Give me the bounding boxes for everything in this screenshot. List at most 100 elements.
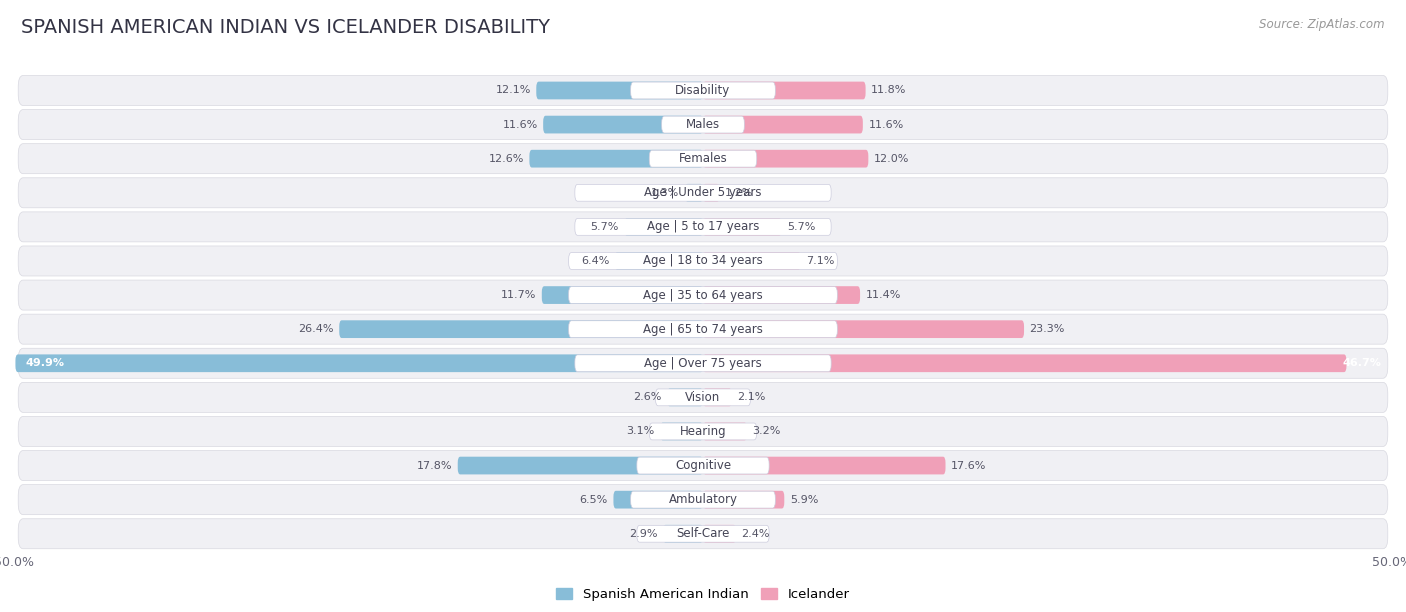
Text: 11.8%: 11.8% [872, 86, 907, 95]
Text: 5.9%: 5.9% [790, 494, 818, 505]
Text: Vision: Vision [685, 391, 721, 404]
FancyBboxPatch shape [575, 184, 831, 201]
FancyBboxPatch shape [530, 150, 703, 168]
FancyBboxPatch shape [536, 81, 703, 99]
Text: 11.6%: 11.6% [502, 119, 537, 130]
FancyBboxPatch shape [568, 286, 838, 304]
FancyBboxPatch shape [18, 144, 1388, 174]
FancyBboxPatch shape [703, 252, 801, 270]
Text: Males: Males [686, 118, 720, 131]
FancyBboxPatch shape [664, 525, 703, 543]
FancyBboxPatch shape [568, 253, 838, 269]
FancyBboxPatch shape [18, 314, 1388, 344]
Text: 2.9%: 2.9% [628, 529, 658, 539]
Text: 7.1%: 7.1% [807, 256, 835, 266]
FancyBboxPatch shape [18, 75, 1388, 105]
FancyBboxPatch shape [703, 491, 785, 509]
FancyBboxPatch shape [668, 389, 703, 406]
FancyBboxPatch shape [703, 423, 747, 440]
Text: Disability: Disability [675, 84, 731, 97]
FancyBboxPatch shape [458, 457, 703, 474]
FancyBboxPatch shape [18, 246, 1388, 276]
Text: 2.1%: 2.1% [738, 392, 766, 402]
Text: Cognitive: Cognitive [675, 459, 731, 472]
Text: 17.8%: 17.8% [416, 461, 453, 471]
FancyBboxPatch shape [18, 450, 1388, 480]
Text: Age | 18 to 34 years: Age | 18 to 34 years [643, 255, 763, 267]
FancyBboxPatch shape [631, 82, 775, 99]
Text: Females: Females [679, 152, 727, 165]
FancyBboxPatch shape [703, 150, 869, 168]
FancyBboxPatch shape [339, 320, 703, 338]
FancyBboxPatch shape [613, 491, 703, 509]
FancyBboxPatch shape [18, 485, 1388, 515]
FancyBboxPatch shape [655, 389, 751, 406]
FancyBboxPatch shape [703, 286, 860, 304]
Text: Source: ZipAtlas.com: Source: ZipAtlas.com [1260, 18, 1385, 31]
FancyBboxPatch shape [703, 218, 782, 236]
FancyBboxPatch shape [662, 116, 744, 133]
FancyBboxPatch shape [541, 286, 703, 304]
FancyBboxPatch shape [18, 416, 1388, 447]
Text: 1.2%: 1.2% [725, 188, 754, 198]
FancyBboxPatch shape [703, 184, 720, 201]
Text: 49.9%: 49.9% [25, 358, 65, 368]
Text: Age | Over 75 years: Age | Over 75 years [644, 357, 762, 370]
FancyBboxPatch shape [18, 212, 1388, 242]
FancyBboxPatch shape [18, 382, 1388, 412]
Text: 5.7%: 5.7% [787, 222, 815, 232]
Text: Self-Care: Self-Care [676, 528, 730, 540]
Text: Age | 65 to 74 years: Age | 65 to 74 years [643, 323, 763, 335]
Text: 46.7%: 46.7% [1343, 358, 1381, 368]
Text: 2.4%: 2.4% [741, 529, 770, 539]
FancyBboxPatch shape [637, 457, 769, 474]
FancyBboxPatch shape [637, 525, 769, 542]
FancyBboxPatch shape [703, 525, 737, 543]
Text: 6.4%: 6.4% [581, 256, 609, 266]
Text: 11.6%: 11.6% [869, 119, 904, 130]
FancyBboxPatch shape [703, 354, 1347, 372]
FancyBboxPatch shape [685, 184, 703, 201]
FancyBboxPatch shape [18, 348, 1388, 378]
FancyBboxPatch shape [703, 457, 945, 474]
FancyBboxPatch shape [703, 389, 733, 406]
FancyBboxPatch shape [650, 423, 756, 440]
Text: 23.3%: 23.3% [1029, 324, 1064, 334]
FancyBboxPatch shape [15, 354, 703, 372]
Text: 12.1%: 12.1% [495, 86, 531, 95]
FancyBboxPatch shape [650, 151, 756, 167]
Text: Age | 5 to 17 years: Age | 5 to 17 years [647, 220, 759, 233]
FancyBboxPatch shape [703, 320, 1024, 338]
FancyBboxPatch shape [703, 81, 866, 99]
FancyBboxPatch shape [18, 280, 1388, 310]
FancyBboxPatch shape [661, 423, 703, 440]
Text: Age | Under 5 years: Age | Under 5 years [644, 186, 762, 200]
FancyBboxPatch shape [18, 519, 1388, 549]
Text: Ambulatory: Ambulatory [668, 493, 738, 506]
FancyBboxPatch shape [543, 116, 703, 133]
FancyBboxPatch shape [703, 116, 863, 133]
FancyBboxPatch shape [18, 177, 1388, 208]
Text: 3.2%: 3.2% [752, 427, 780, 436]
FancyBboxPatch shape [575, 355, 831, 371]
Text: 3.1%: 3.1% [627, 427, 655, 436]
FancyBboxPatch shape [624, 218, 703, 236]
Text: 12.6%: 12.6% [488, 154, 524, 163]
FancyBboxPatch shape [575, 218, 831, 235]
Text: 1.3%: 1.3% [651, 188, 679, 198]
Text: 17.6%: 17.6% [950, 461, 987, 471]
Text: Hearing: Hearing [679, 425, 727, 438]
Legend: Spanish American Indian, Icelander: Spanish American Indian, Icelander [551, 583, 855, 606]
Text: 12.0%: 12.0% [875, 154, 910, 163]
FancyBboxPatch shape [614, 252, 703, 270]
Text: 6.5%: 6.5% [579, 494, 607, 505]
Text: 2.6%: 2.6% [633, 392, 662, 402]
Text: 26.4%: 26.4% [298, 324, 333, 334]
FancyBboxPatch shape [568, 321, 838, 338]
Text: 11.7%: 11.7% [501, 290, 536, 300]
Text: 5.7%: 5.7% [591, 222, 619, 232]
Text: Age | 35 to 64 years: Age | 35 to 64 years [643, 289, 763, 302]
FancyBboxPatch shape [18, 110, 1388, 140]
FancyBboxPatch shape [631, 491, 775, 508]
Text: 11.4%: 11.4% [866, 290, 901, 300]
